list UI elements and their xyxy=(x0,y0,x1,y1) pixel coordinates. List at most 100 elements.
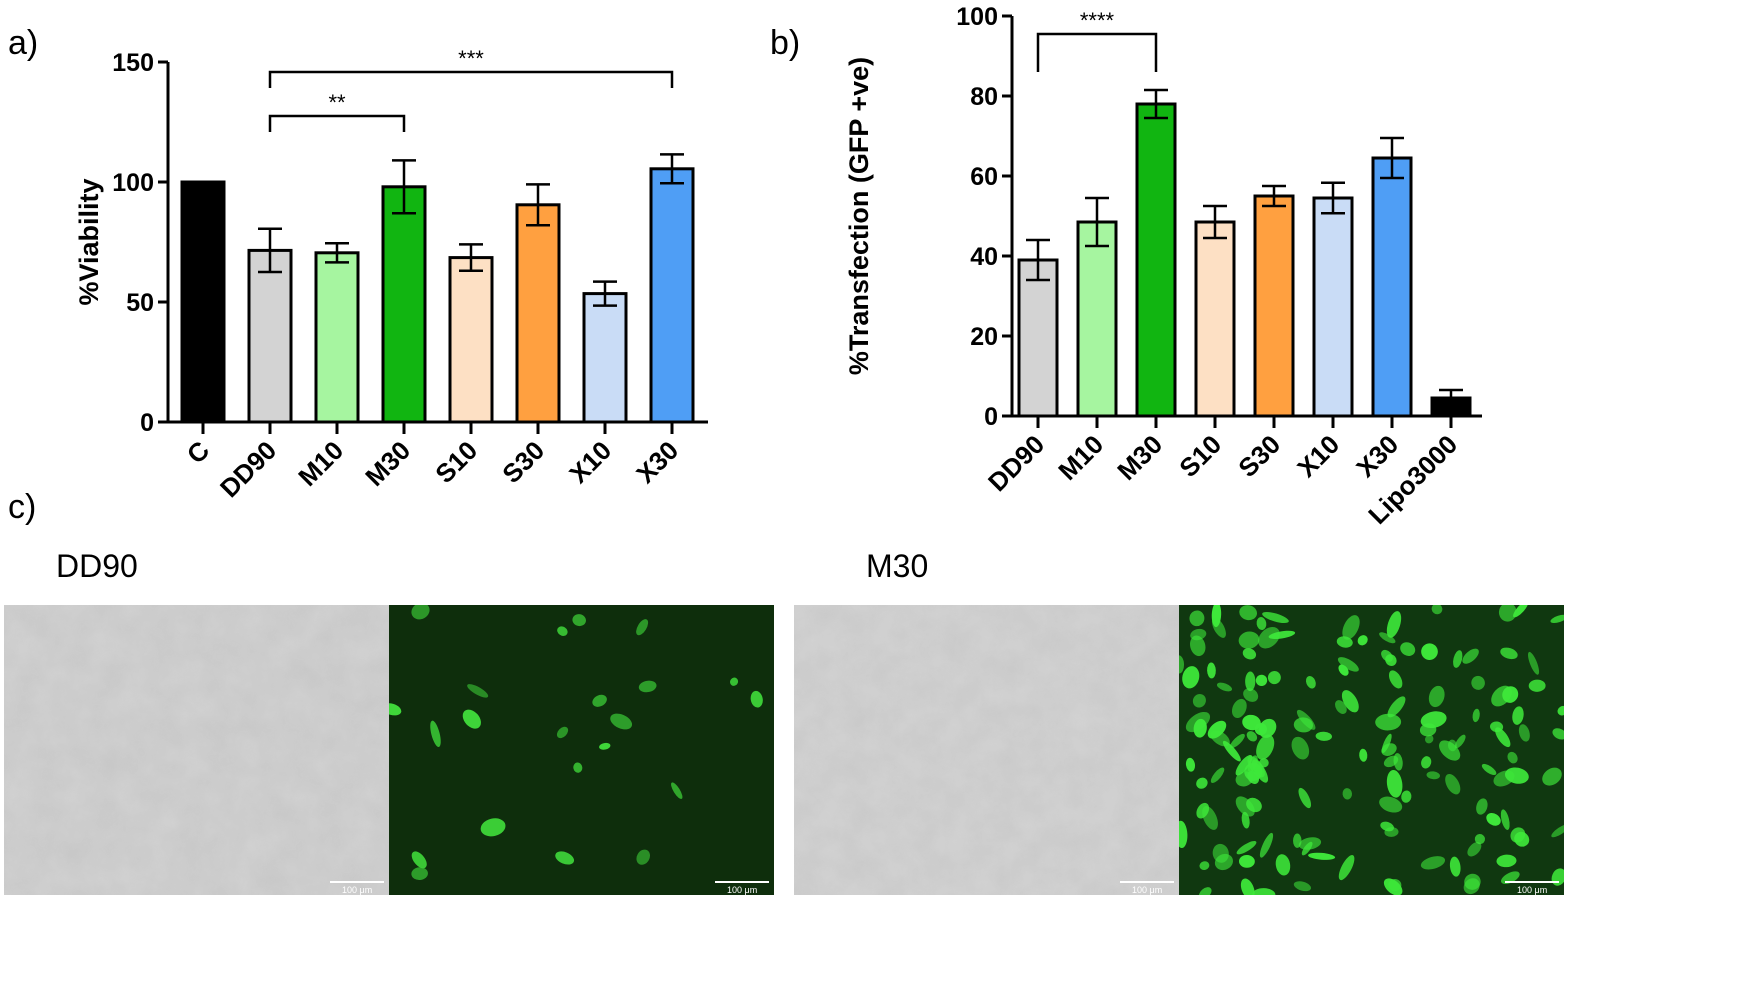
y-axis-label: %Transfection (GFP +ve) xyxy=(844,57,874,375)
gfp-cell xyxy=(1379,632,1396,644)
gfp-cell xyxy=(1421,756,1432,769)
gfp-cell xyxy=(1240,878,1255,895)
gfp-cell xyxy=(1241,811,1250,829)
gfp-cell xyxy=(480,818,506,837)
gfp-cell xyxy=(1337,657,1359,672)
gfp-cell xyxy=(1388,670,1403,689)
scale-bar-label: 100 μm xyxy=(727,885,758,895)
y-tick-label: 0 xyxy=(984,403,998,431)
gfp-cell xyxy=(1341,690,1359,713)
image-caption-left: DD90 xyxy=(56,548,138,584)
significance-label: *** xyxy=(458,46,484,71)
gfp-cell xyxy=(1239,605,1257,621)
fluorescence-image-m30: 100 μm xyxy=(1179,605,1564,895)
gfp-cell xyxy=(1493,770,1515,787)
bar xyxy=(1194,220,1236,418)
y-tick-label: 150 xyxy=(112,49,154,77)
gfp-cell xyxy=(1490,721,1504,733)
gfp-cell xyxy=(1262,611,1289,624)
gfp-cell xyxy=(1500,809,1510,830)
gfp-cell xyxy=(389,703,402,716)
gfp-cell xyxy=(1256,734,1275,760)
gfp-cell xyxy=(1381,649,1393,662)
bar xyxy=(1312,196,1354,418)
gfp-cell xyxy=(1239,855,1255,868)
bar xyxy=(314,251,360,424)
scale-bar-label: 100 μm xyxy=(1132,885,1163,895)
gfp-cell xyxy=(1481,763,1497,776)
bar xyxy=(1253,194,1295,418)
gfp-cell xyxy=(1247,771,1260,784)
gfp-cell xyxy=(1551,824,1564,838)
x-tick-label: X10 xyxy=(1291,429,1345,483)
gfp-cell xyxy=(1381,733,1392,754)
gfp-cell xyxy=(1291,736,1310,760)
gfp-cell xyxy=(1214,853,1233,871)
x-tick-label: M10 xyxy=(1052,429,1109,486)
y-tick-label: 40 xyxy=(970,243,998,271)
gfp-cell xyxy=(411,605,430,620)
significance-bracket xyxy=(268,70,674,88)
gfp-cell xyxy=(1246,797,1262,813)
x-tick-label: DD90 xyxy=(214,435,282,500)
gfp-cell xyxy=(556,726,569,739)
gfp-cell xyxy=(1401,790,1412,803)
gfp-cell xyxy=(1467,842,1482,857)
gfp-cell xyxy=(1196,802,1210,819)
gfp-cell xyxy=(1513,605,1529,618)
gfp-cell xyxy=(1185,711,1211,733)
significance-label: **** xyxy=(1080,8,1115,33)
bar xyxy=(448,256,494,424)
x-tick-label: X10 xyxy=(563,435,617,489)
gfp-cell xyxy=(1471,675,1485,690)
gfp-cell xyxy=(1298,787,1312,809)
gfp-cell xyxy=(1476,798,1488,815)
gfp-cell xyxy=(1338,855,1355,881)
bar xyxy=(1371,156,1413,418)
gfp-cell xyxy=(1231,698,1247,719)
gfp-cell xyxy=(1255,674,1268,687)
gfp-cell xyxy=(1501,871,1520,884)
gfp-cell xyxy=(1335,700,1347,714)
gfp-cell xyxy=(1357,635,1368,646)
scale-bar xyxy=(1505,881,1559,883)
panel-label-a: a) xyxy=(8,24,39,62)
gfp-cell xyxy=(1386,611,1402,638)
gfp-cell xyxy=(1496,854,1517,868)
gfp-cell xyxy=(1379,796,1403,813)
gfp-cell xyxy=(1510,827,1526,843)
x-tick-label: S10 xyxy=(1173,429,1227,483)
gfp-cell xyxy=(1387,696,1406,718)
gfp-cell xyxy=(1512,706,1524,725)
gfp-cell xyxy=(1256,617,1267,630)
gfp-cell xyxy=(1463,878,1480,895)
gfp-cell xyxy=(1305,675,1316,689)
gfp-cell xyxy=(1552,728,1564,740)
gfp-cell xyxy=(1252,888,1276,895)
gfp-cell xyxy=(557,626,568,636)
gfp-cell xyxy=(1315,731,1333,741)
y-tick-label: 50 xyxy=(126,289,154,317)
y-axis-label: %Viability xyxy=(74,178,104,305)
gfp-cell xyxy=(1298,837,1322,850)
y-tick-label: 100 xyxy=(112,169,154,197)
gfp-cell xyxy=(1259,758,1269,768)
gfp-cell xyxy=(1447,739,1457,752)
gfp-cell xyxy=(1445,773,1461,795)
gfp-cell xyxy=(1198,887,1212,895)
bar xyxy=(649,167,695,424)
gfp-cell xyxy=(638,680,657,693)
gfp-cell xyxy=(1359,748,1368,762)
gfp-cell xyxy=(1196,777,1208,789)
gfp-cell xyxy=(1421,643,1438,660)
gfp-cell xyxy=(1210,730,1230,747)
gfp-cell xyxy=(1388,878,1402,892)
gfp-cell xyxy=(572,614,586,627)
gfp-cell xyxy=(1216,682,1233,692)
gfp-cell xyxy=(1245,671,1256,692)
scale-bar-label: 100 μm xyxy=(342,885,373,895)
gfp-cell xyxy=(636,849,650,865)
gfp-cell xyxy=(1426,771,1440,780)
gfp-cell xyxy=(411,851,427,869)
